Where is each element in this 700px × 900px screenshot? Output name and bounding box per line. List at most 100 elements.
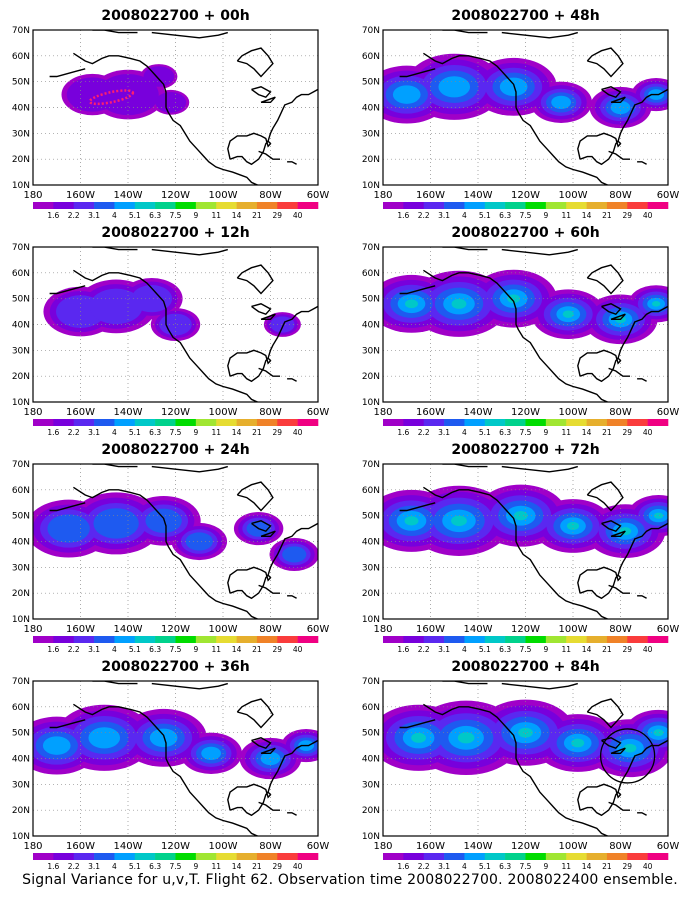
variance-contour (392, 85, 421, 104)
lat-tick-label: 60N (12, 52, 30, 62)
lon-tick-label: 100W (559, 407, 588, 418)
colorbar-swatch (403, 636, 425, 643)
colorbar-swatch (114, 419, 136, 426)
colorbar-level-label: 6.3 (149, 428, 161, 437)
lon-tick-label: 160W (66, 841, 95, 852)
colorbar-swatch (277, 853, 298, 860)
lat-tick-label: 10N (362, 181, 380, 191)
colorbar-swatch (277, 636, 298, 643)
lat-tick-label: 30N (12, 129, 30, 139)
lon-tick-label: 100W (209, 407, 238, 418)
colorbar-level-label: 1.6 (47, 862, 59, 871)
lon-tick-label: 120W (161, 407, 190, 418)
colorbar-swatch (505, 419, 526, 426)
colorbar-swatch (647, 853, 669, 860)
lat-tick-label: 70N (12, 26, 30, 36)
colorbar-swatch (73, 419, 95, 426)
colorbar-swatch (545, 202, 567, 209)
lat-tick-label: 40N (12, 321, 30, 331)
colorbar-swatch (647, 419, 669, 426)
lat-tick-label: 30N (12, 563, 30, 573)
lon-tick-label: 160W (416, 190, 445, 201)
colorbar-level-label: 7.5 (170, 428, 182, 437)
lat-tick-label: 60N (362, 52, 380, 62)
colorbar-level-label: 14 (582, 645, 592, 654)
lon-tick-label: 160W (66, 407, 95, 418)
lon-tick-label: 60W (307, 624, 330, 635)
variance-contour (282, 546, 307, 563)
colorbar-level-label: 7.5 (170, 862, 182, 871)
colorbar-swatch (256, 202, 278, 209)
lat-tick-label: 70N (12, 243, 30, 253)
colorbar-level-label: 29 (623, 428, 633, 437)
colorbar: 1.6 2.2 3.1 4 5.1 6.3 7.5 9 11 14 21 29 40 (33, 636, 319, 654)
lon-tick-label: 140W (114, 624, 143, 635)
colorbar-level-label: 21 (252, 862, 262, 871)
lon-tick-label: 180 (373, 624, 392, 635)
colorbar-swatch (277, 419, 298, 426)
colorbar-level-label: 21 (602, 428, 612, 437)
colorbar-level-label: 29 (623, 211, 633, 220)
lat-tick-label: 30N (362, 563, 380, 573)
lon-tick-label: 60W (657, 841, 680, 852)
lat-tick-label: 10N (12, 398, 30, 408)
variance-contour (653, 512, 664, 519)
colorbar-level-label: 3.1 (88, 211, 100, 220)
colorbar-level-label: 2.2 (418, 428, 430, 437)
lat-tick-label: 30N (362, 129, 380, 139)
lat-tick-label: 70N (12, 460, 30, 470)
variance-contour (260, 751, 281, 766)
lon-tick-label: 60W (307, 190, 330, 201)
lat-tick-label: 20N (12, 589, 30, 599)
colorbar-swatch (383, 202, 404, 209)
variance-contour (149, 728, 178, 748)
colorbar-swatch (297, 853, 319, 860)
lon-tick-label: 100W (559, 190, 588, 201)
lat-tick-label: 20N (12, 372, 30, 382)
colorbar-swatch (545, 636, 567, 643)
colorbar-level-label: 6.3 (499, 211, 511, 220)
lat-tick-label: 70N (362, 243, 380, 253)
colorbar-level-label: 6.3 (499, 428, 511, 437)
colorbar-level-label: 6.3 (149, 211, 161, 220)
lat-tick-label: 50N (362, 295, 380, 305)
colorbar-swatch (383, 419, 404, 426)
variance-contour (653, 729, 664, 737)
colorbar-level-label: 14 (582, 211, 592, 220)
colorbar-level-label: 4 (112, 862, 117, 871)
colorbar-swatch (484, 636, 506, 643)
variance-field (43, 278, 301, 342)
lon-tick-label: 60W (307, 841, 330, 852)
variance-map: 10N 20N 30N 40N 50N 60N 70N 180 160W 140W 120W 100W… (362, 677, 680, 871)
colorbar-swatch (423, 853, 445, 860)
colorbar-level-label: 40 (293, 645, 303, 654)
lat-tick-label: 20N (362, 155, 380, 165)
colorbar-swatch (175, 202, 197, 209)
colorbar-swatch (383, 636, 404, 643)
colorbar-swatch (134, 419, 156, 426)
colorbar-swatch (236, 636, 258, 643)
colorbar-level-label: 4 (112, 645, 117, 654)
colorbar-level-label: 9 (193, 645, 198, 654)
lat-tick-label: 60N (12, 486, 30, 496)
variance-contour (610, 100, 631, 115)
lat-tick-label: 50N (362, 729, 380, 739)
lon-tick-label: 180 (373, 190, 392, 201)
colorbar-swatch (216, 202, 237, 209)
lon-tick-label: 100W (559, 624, 588, 635)
colorbar-level-label: 7.5 (520, 211, 532, 220)
colorbar-swatch (236, 853, 258, 860)
colorbar-swatch (525, 853, 547, 860)
lat-tick-label: 60N (362, 486, 380, 496)
colorbar-swatch (256, 853, 278, 860)
lat-tick-label: 30N (362, 780, 380, 790)
map-frame (32, 463, 319, 620)
colorbar-swatch (464, 636, 486, 643)
colorbar: 1.6 2.2 3.1 4 5.1 6.3 7.5 9 11 14 21 29 40 (33, 419, 319, 437)
colorbar-level-label: 29 (623, 645, 633, 654)
colorbar-level-label: 5.1 (479, 862, 491, 871)
colorbar-level-label: 9 (193, 428, 198, 437)
colorbar-swatch (505, 202, 526, 209)
variance-contour (551, 95, 572, 109)
lat-tick-label: 30N (12, 780, 30, 790)
